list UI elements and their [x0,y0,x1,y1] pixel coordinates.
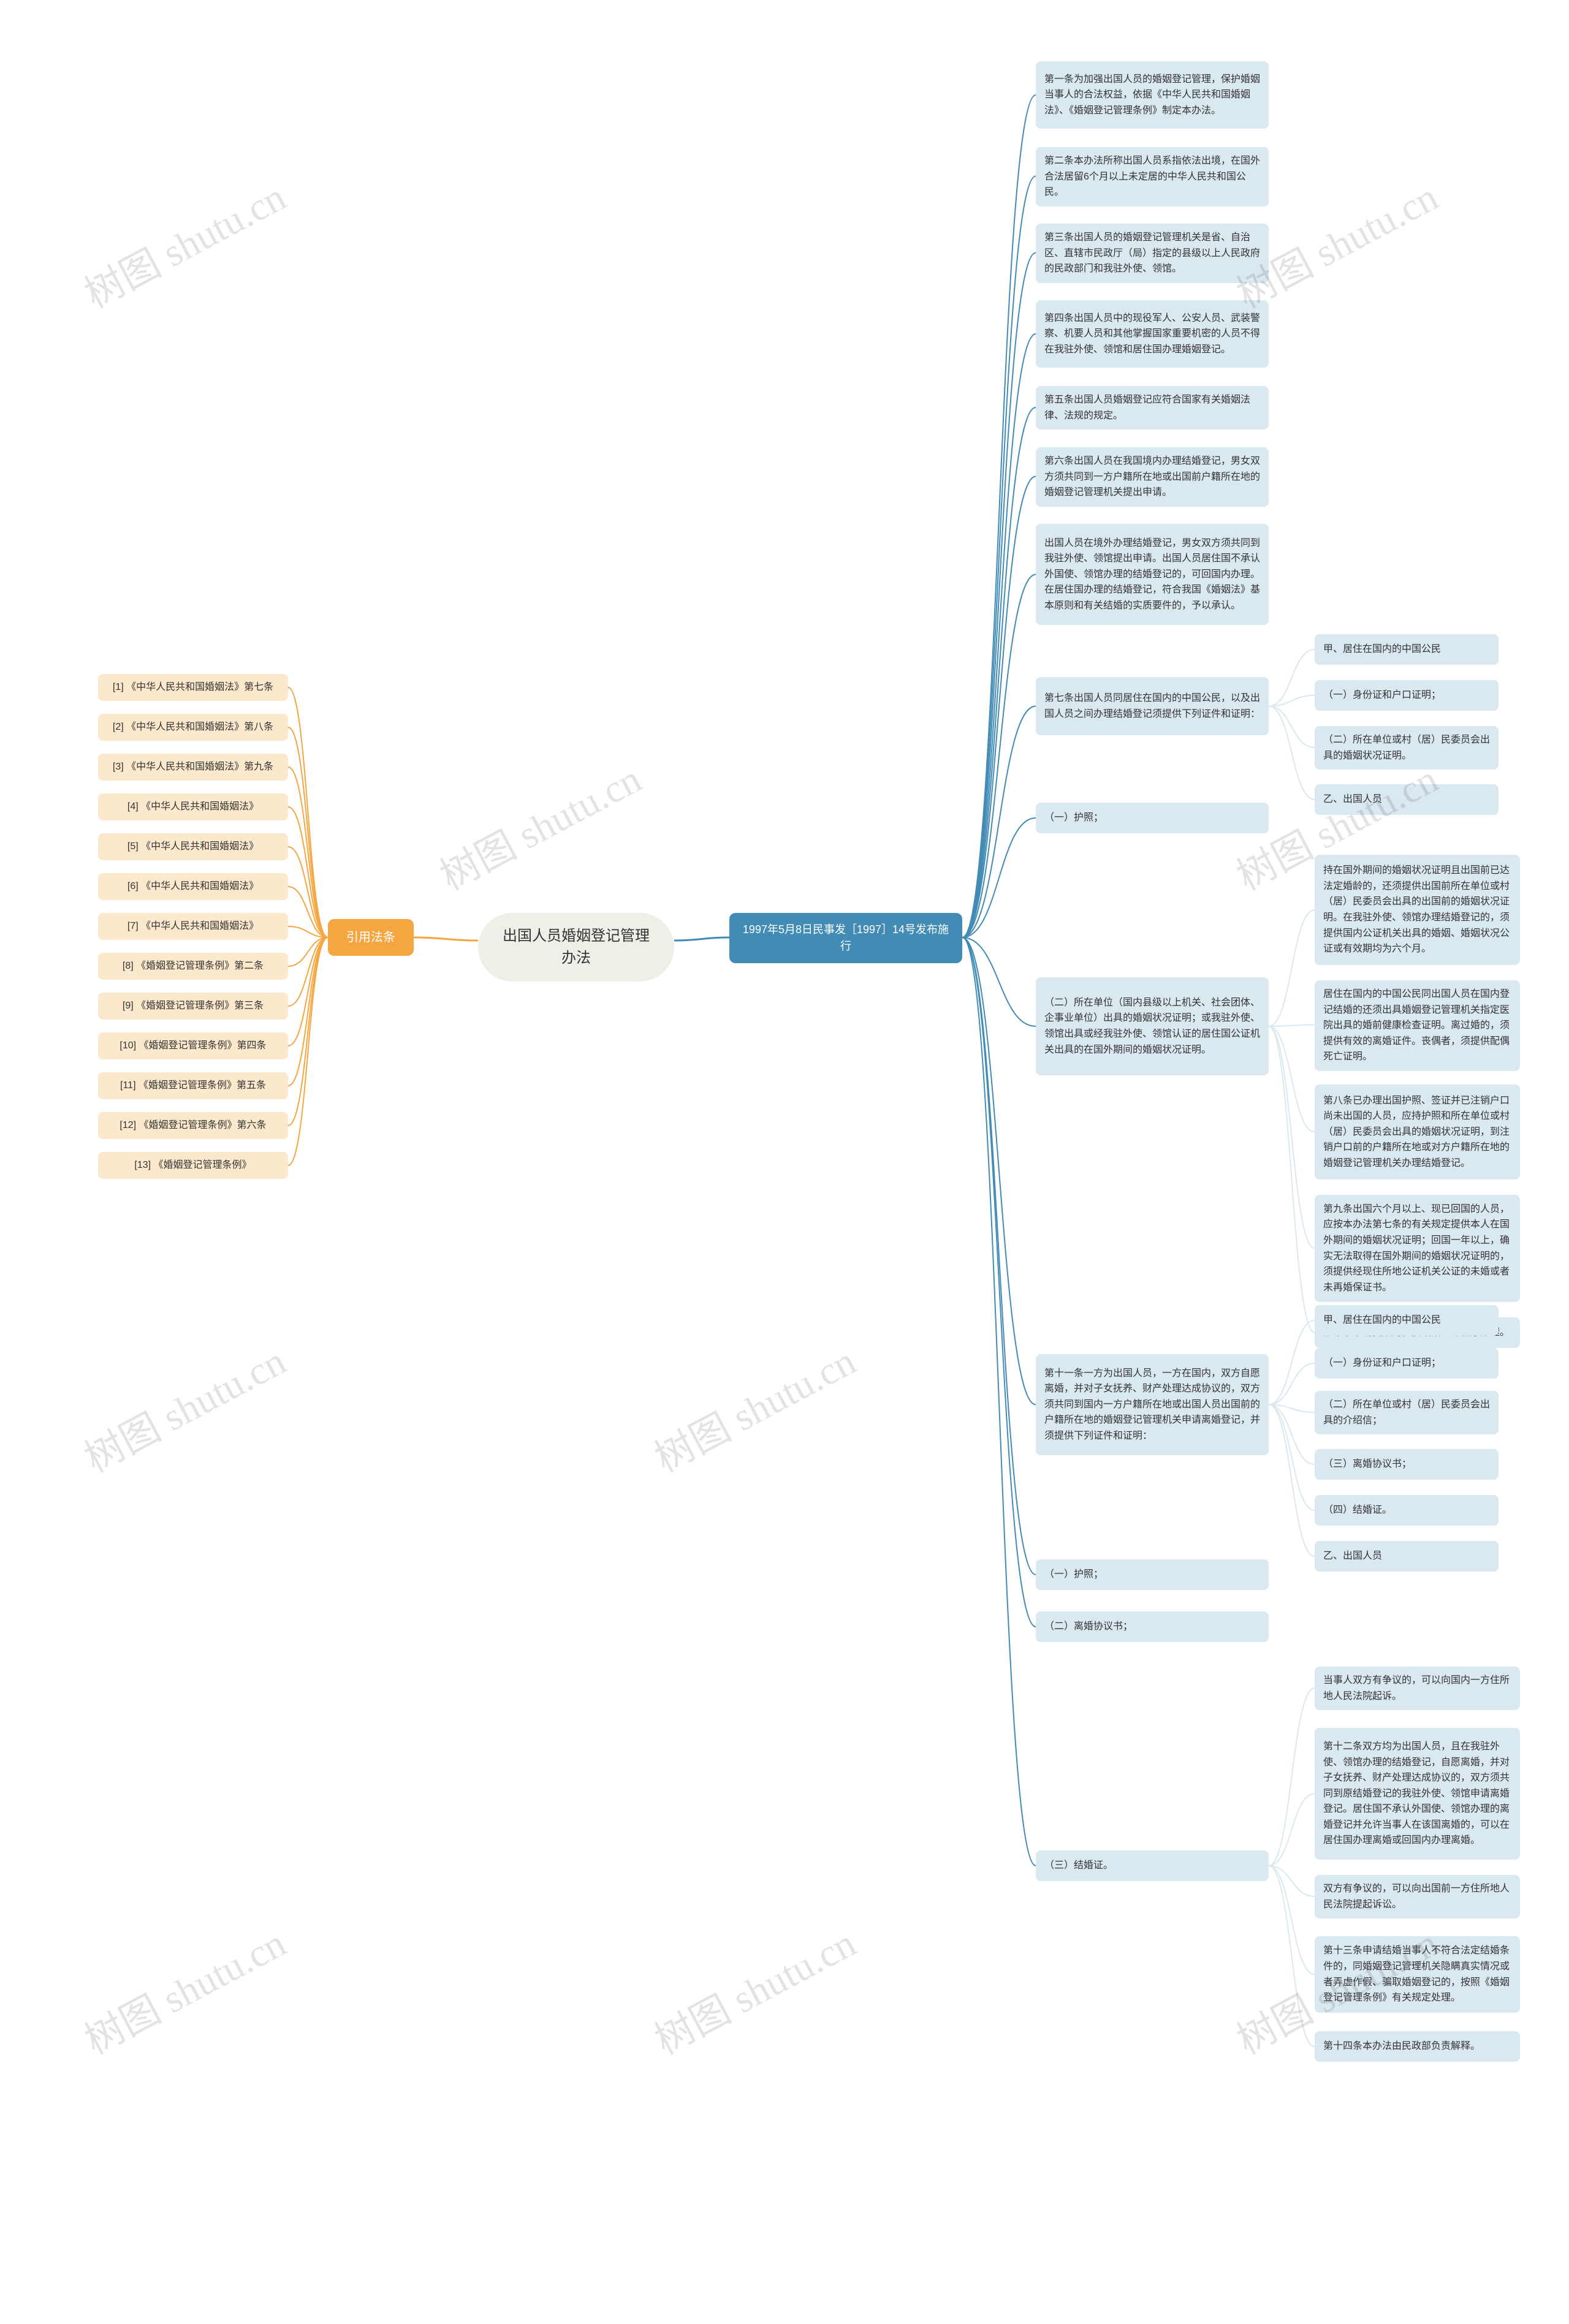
right-l2-r14: （三）结婚证。 [1036,1850,1269,1881]
right-l3-r11-3: （三）离婚协议书； [1315,1449,1499,1480]
left-leaf-12: [13] 《婚姻登记管理条例》 [98,1152,288,1179]
right-l3-r14-4: 第十四条本办法由民政部负责解释。 [1315,2031,1520,2062]
right-l3-r11-1: （一）身份证和户口证明； [1315,1348,1499,1379]
right-l2-r11: 第十一条一方为出国人员，一方在国内，双方自愿离婚，并对子女抚养、财产处理达成协议… [1036,1354,1269,1455]
right-l2-r7: 出国人员在境外办理结婚登记，男女双方须共同到我驻外使、领馆提出申请。出国人员居住… [1036,524,1269,625]
right-l2-r3: 第三条出国人员的婚姻登记管理机关是省、自治区、直辖市民政厅（局）指定的县级以上人… [1036,224,1269,283]
right-l2-r2: 第二条本办法所称出国人员系指依法出境，在国外合法居留6个月以上未定居的中华人民共… [1036,147,1269,206]
right-l3-r10-1: 居住在国内的中国公民同出国人员在国内登记结婚的还须出具婚姻登记管理机关指定医院出… [1315,980,1520,1071]
right-l2-r9: （一）护照； [1036,803,1269,833]
right-l3-r14-1: 第十二条双方均为出国人员，且在我驻外使、领馆办理的结婚登记，自愿离婚，并对子女抚… [1315,1728,1520,1860]
right-l2-r12: （一）护照； [1036,1559,1269,1590]
left-leaf-1: [2] 《中华人民共和国婚姻法》第八条 [98,714,288,741]
right-l3-r14-2: 双方有争议的，可以向出国前一方住所地人民法院提起诉讼。 [1315,1875,1520,1918]
right-l2-r1: 第一条为加强出国人员的婚姻登记管理，保护婚姻当事人的合法权益，依据《中华人民共和… [1036,61,1269,129]
center-node: 出国人员婚姻登记管理办法 [478,913,674,982]
right-l3-r14-3: 第十三条申请结婚当事人不符合法定结婚条件的，同婚姻登记管理机关隐瞒真实情况或者弄… [1315,1936,1520,2013]
main-right-node: 1997年5月8日民事发［1997］14号发布施行 [729,913,962,963]
main-left-node: 引用法条 [328,919,414,956]
right-l3-r10-0: 持在国外期间的婚姻状况证明且出国前已达法定婚龄的，还须提供出国前所在单位或村（居… [1315,855,1520,965]
watermark-0: 树图 shutu.cn [73,166,294,319]
right-l3-r8-2: （二）所在单位或村（居）民委员会出具的婚姻状况证明。 [1315,726,1499,770]
watermark-7: 树图 shutu.cn [643,1912,864,2065]
right-l2-r8: 第七条出国人员同居住在国内的中国公民，以及出国人员之间办理结婚登记须提供下列证件… [1036,677,1269,735]
right-l3-r11-2: （二）所在单位或村（居）民委员会出具的介绍信； [1315,1391,1499,1434]
watermark-6: 树图 shutu.cn [73,1912,294,2065]
left-leaf-0: [1] 《中华人民共和国婚姻法》第七条 [98,674,288,701]
left-leaf-3: [4] 《中华人民共和国婚姻法》 [98,793,288,820]
right-l3-r10-2: 第八条已办理出国护照、签证并已注销户口尚未出国的人员，应持护照和所在单位或村（居… [1315,1084,1520,1179]
watermark-5: 树图 shutu.cn [643,1330,864,1483]
right-l3-r8-3: 乙、出国人员 [1315,784,1499,815]
right-l2-r4: 第四条出国人员中的现役军人、公安人员、武装警察、机要人员和其他掌握国家重要机密的… [1036,300,1269,368]
right-l3-r8-0: 甲、居住在国内的中国公民 [1315,634,1499,665]
right-l2-r5: 第五条出国人员婚姻登记应符合国家有关婚姻法律、法规的规定。 [1036,386,1269,430]
right-l2-r10: （二）所在单位（国内县级以上机关、社会团体、企事业单位）出具的婚姻状况证明；或我… [1036,977,1269,1075]
watermark-4: 树图 shutu.cn [73,1330,294,1483]
watermark-2: 树图 shutu.cn [428,748,649,901]
right-l3-r10-3: 第九条出国六个月以上、现已回国的人员，应按本办法第七条的有关规定提供本人在国外期… [1315,1195,1520,1302]
left-leaf-9: [10] 《婚姻登记管理条例》第四条 [98,1032,288,1059]
left-leaf-10: [11] 《婚姻登记管理条例》第五条 [98,1072,288,1099]
right-l3-r14-0: 当事人双方有争议的，可以向国内一方住所地人民法院起诉。 [1315,1667,1520,1710]
left-leaf-5: [6] 《中华人民共和国婚姻法》 [98,873,288,900]
left-leaf-11: [12] 《婚姻登记管理条例》第六条 [98,1112,288,1139]
right-l3-r11-0: 甲、居住在国内的中国公民 [1315,1305,1499,1336]
left-leaf-8: [9] 《婚姻登记管理条例》第三条 [98,993,288,1020]
right-l2-r13: （二）离婚协议书； [1036,1611,1269,1642]
left-leaf-7: [8] 《婚姻登记管理条例》第二条 [98,953,288,980]
left-leaf-4: [5] 《中华人民共和国婚姻法》 [98,833,288,860]
left-leaf-6: [7] 《中华人民共和国婚姻法》 [98,913,288,940]
left-leaf-2: [3] 《中华人民共和国婚姻法》第九条 [98,754,288,781]
right-l3-r8-1: （一）身份证和户口证明； [1315,680,1499,711]
right-l3-r11-5: 乙、出国人员 [1315,1541,1499,1572]
right-l2-r6: 第六条出国人员在我国境内办理结婚登记，男女双方须共同到一方户籍所在地或出国前户籍… [1036,447,1269,507]
right-l3-r11-4: （四）结婚证。 [1315,1495,1499,1526]
